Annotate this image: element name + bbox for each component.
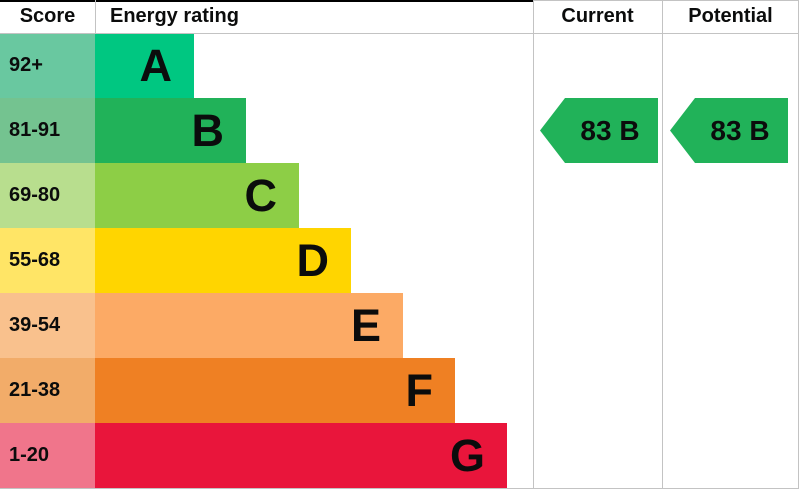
right-border-line	[798, 0, 799, 488]
current-column-divider	[533, 0, 534, 488]
band-score-range: 69-80	[0, 163, 95, 228]
current-column-header: Current	[561, 5, 634, 27]
band-score-range: 1-20	[0, 423, 95, 488]
band-letter: D	[296, 235, 330, 286]
band-bar: A	[95, 33, 194, 98]
band-score-range: 21-38	[0, 358, 95, 423]
band-letter: B	[191, 105, 225, 156]
top-border-line	[0, 0, 533, 2]
band-row: 55-68 D	[0, 228, 800, 293]
band-letter: E	[350, 300, 381, 351]
chart-header: Score Energy rating Current Potential	[0, 0, 800, 33]
band-row: 1-20 G	[0, 423, 800, 488]
score-column-header: Score	[19, 5, 76, 27]
band-rows: 92+ A 81-91 B 69-80 C 55-68 D 39-54	[0, 33, 800, 488]
band-bar: G	[95, 423, 507, 488]
current-rating-value: 83 B	[580, 114, 640, 146]
band-row: 39-54 E	[0, 293, 800, 358]
band-score-range: 92+	[0, 33, 95, 98]
band-letter: C	[244, 170, 278, 221]
band-bar: F	[95, 358, 455, 423]
band-score-range: 81-91	[0, 98, 95, 163]
header-divider-line	[0, 33, 799, 34]
band-row: 81-91 B	[0, 98, 800, 163]
potential-rating-arrow: 83 B	[670, 98, 788, 163]
band-row: 21-38 F	[0, 358, 800, 423]
band-bar: D	[95, 228, 351, 293]
potential-rating-value: 83 B	[710, 114, 770, 146]
band-row: 92+ A	[0, 33, 800, 98]
current-rating-arrow: 83 B	[540, 98, 658, 163]
score-column-divider	[95, 0, 96, 33]
band-bar: E	[95, 293, 403, 358]
band-letter: A	[139, 40, 173, 91]
band-row: 69-80 C	[0, 163, 800, 228]
band-bar: C	[95, 163, 299, 228]
top-border-line-right	[533, 0, 799, 1]
band-letter: G	[449, 430, 485, 481]
band-score-range: 39-54	[0, 293, 95, 358]
potential-column-header: Potential	[688, 5, 773, 27]
energy-rating-column-header: Energy rating	[110, 5, 239, 27]
band-letter: F	[405, 365, 434, 416]
band-score-range: 55-68	[0, 228, 95, 293]
band-bar: B	[95, 98, 246, 163]
potential-column-divider	[662, 0, 663, 488]
